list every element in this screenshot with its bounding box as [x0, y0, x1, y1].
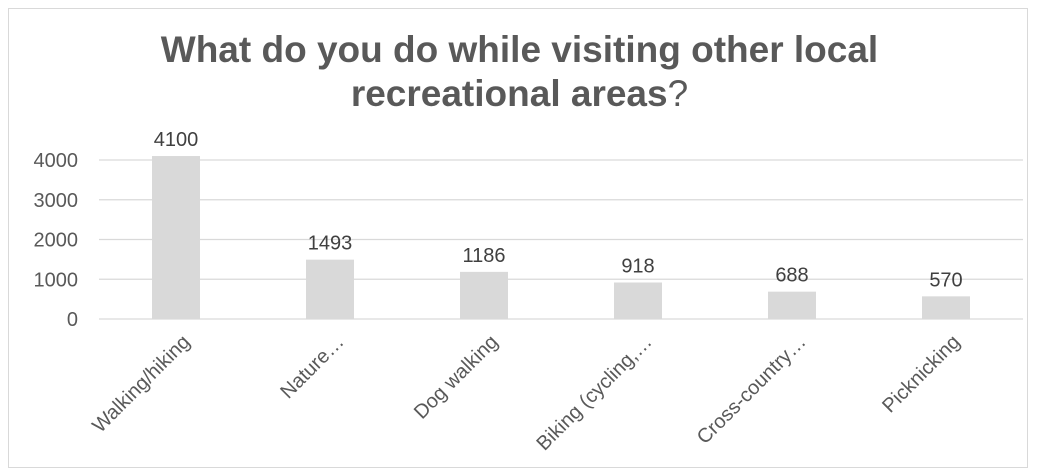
- y-tick-label: 2000: [34, 230, 79, 252]
- data-label: 4100: [154, 129, 199, 151]
- y-tick-label: 4000: [34, 150, 79, 172]
- category-label: Biking (cycling,…: [533, 331, 657, 455]
- category-label: Cross-country…: [693, 331, 811, 449]
- bar: [614, 282, 662, 319]
- chart-title-line1: What do you do while visiting other loca…: [160, 29, 879, 70]
- chart-title-line2: recreational areas: [350, 73, 668, 114]
- data-label: 918: [621, 256, 654, 278]
- category-label: Dog walking: [410, 331, 503, 424]
- bar: [922, 296, 970, 319]
- category-label: Nature…: [276, 331, 348, 403]
- category-label: Picknicking: [878, 331, 964, 417]
- chart-title-suffix: ?: [667, 73, 689, 114]
- data-label: 1493: [308, 233, 353, 255]
- y-tick-label: 1000: [34, 269, 79, 291]
- chart-title: What do you do while visiting other loca…: [0, 28, 1039, 116]
- y-tick-label: 0: [67, 309, 78, 331]
- bar: [152, 156, 200, 319]
- bar: [306, 259, 354, 319]
- data-label: 688: [775, 265, 808, 287]
- data-label: 570: [929, 269, 962, 291]
- category-label: Walking/hiking: [88, 331, 194, 437]
- y-tick-label: 3000: [34, 190, 79, 212]
- data-label: 1186: [462, 245, 505, 267]
- bar: [768, 291, 816, 319]
- bar: [460, 271, 508, 319]
